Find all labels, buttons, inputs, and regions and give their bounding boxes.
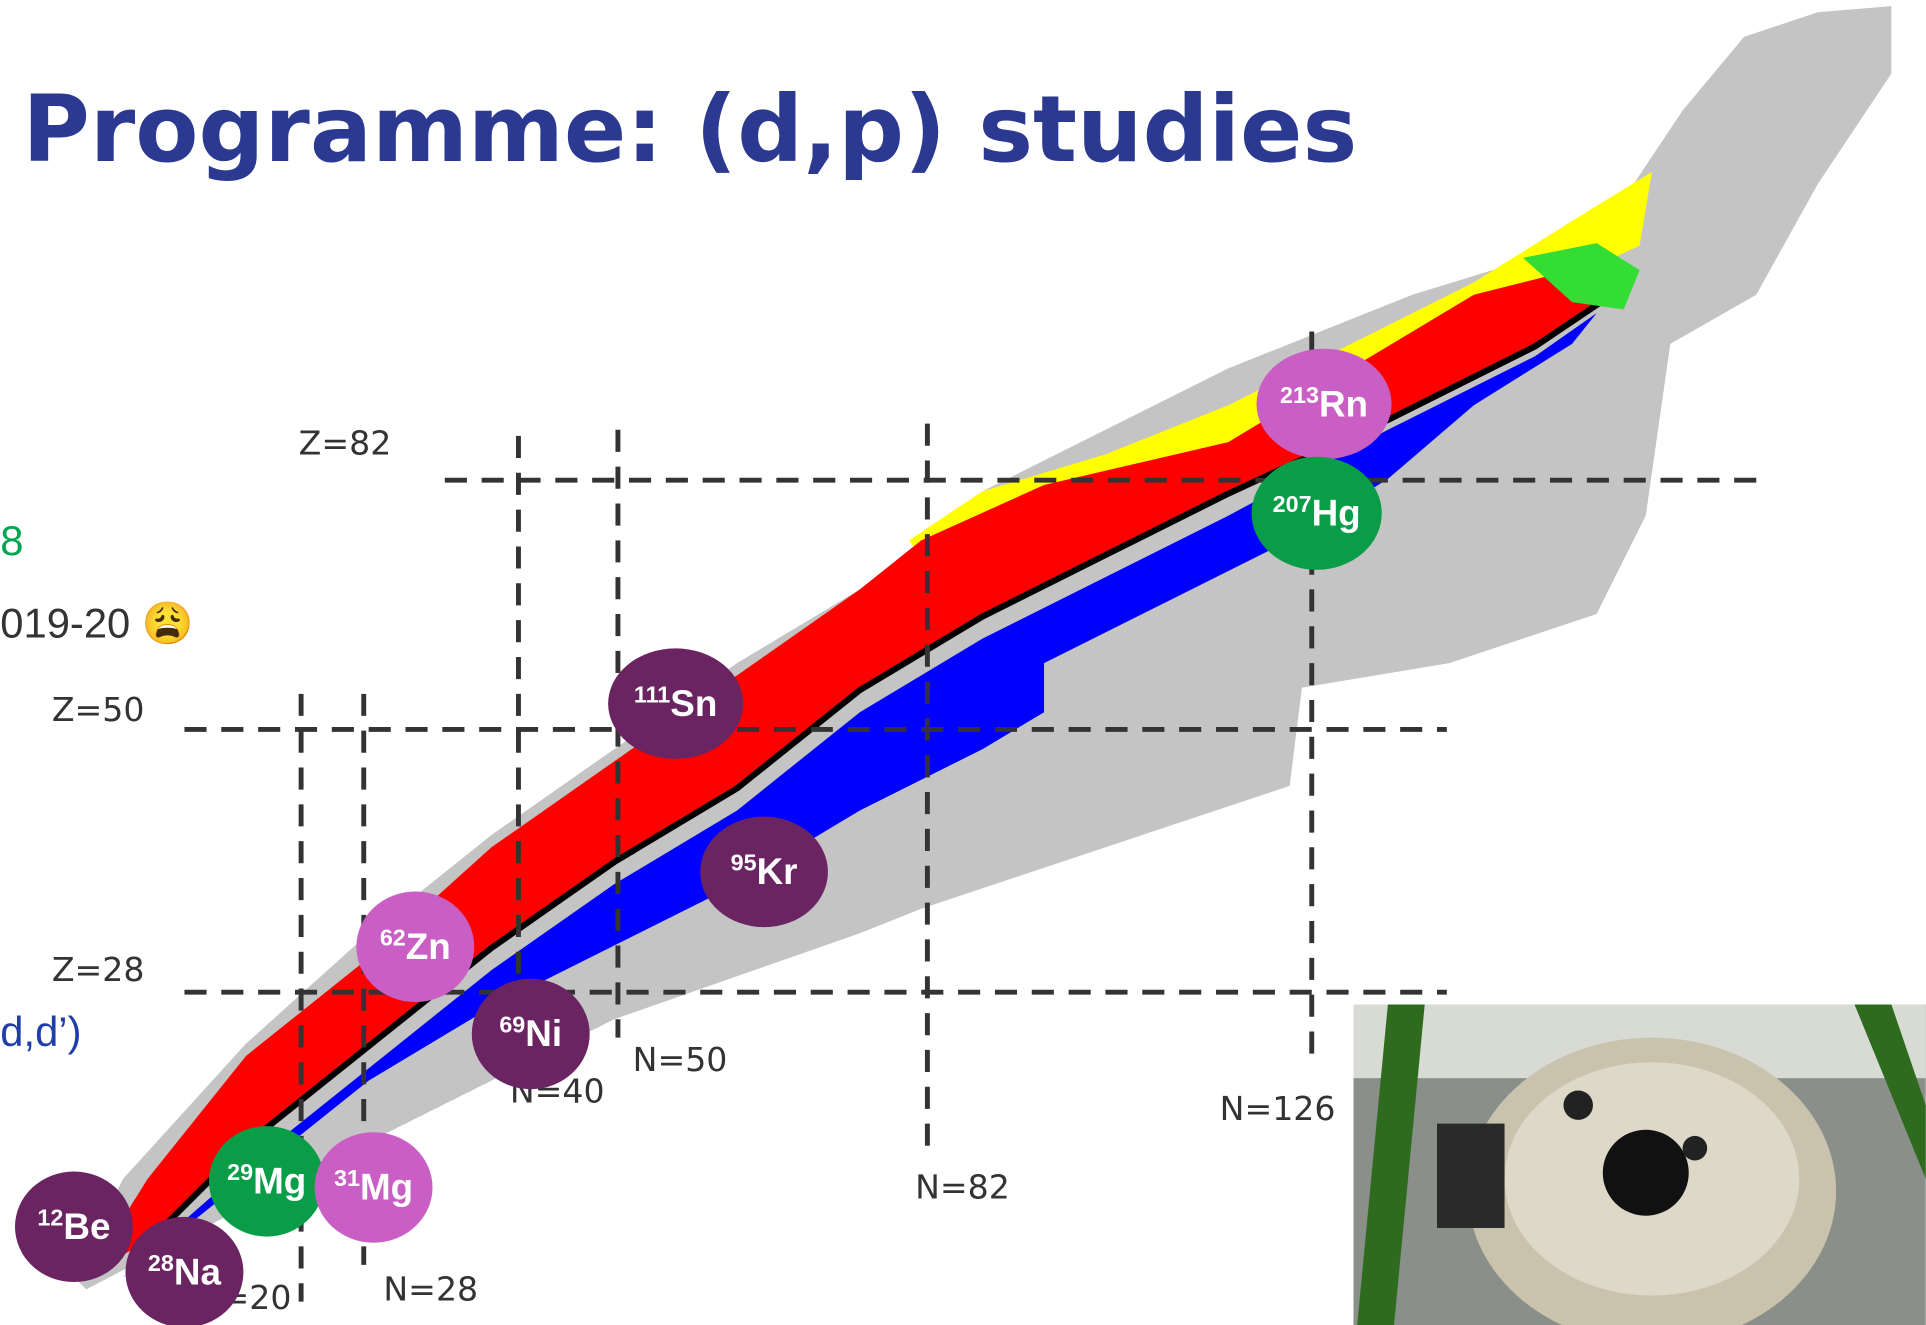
title: Programme: (d,p) studies [22, 76, 1357, 183]
side-text: 019-20 😩 [0, 599, 194, 646]
element-symbol: Na [174, 1251, 222, 1292]
nuclide-badge [608, 648, 744, 759]
nuclide: 95Kr [700, 816, 828, 928]
photo-port [1563, 1090, 1593, 1120]
nuclide: 207Hg [1251, 456, 1382, 570]
element-symbol: Mg [253, 1161, 306, 1202]
photo [1353, 1004, 1926, 1325]
element-symbol: Hg [1312, 493, 1361, 534]
mass-number: 12 [37, 1205, 63, 1231]
nuclide-label: 95Kr [731, 850, 798, 893]
magic-label: N=126 [1220, 1089, 1336, 1128]
nuclide-badge [1251, 456, 1382, 570]
nuclide-label: 207Hg [1273, 491, 1361, 534]
magic-label: Z=82 [299, 423, 392, 462]
mass-number: 28 [148, 1250, 174, 1276]
nuclide: 69Ni [471, 978, 590, 1090]
element-symbol: Rn [1319, 383, 1368, 424]
element-symbol: Kr [757, 851, 798, 892]
mass-number: 69 [499, 1012, 525, 1038]
nuclide-label: 28Na [148, 1250, 222, 1293]
nuclide-badge [471, 978, 590, 1090]
nuclide: 29Mg [209, 1126, 325, 1237]
red-region [86, 264, 1609, 1278]
photo-equipment [1437, 1123, 1505, 1228]
magic-label: N=28 [383, 1269, 478, 1308]
side-text: 8 [0, 517, 23, 564]
mass-number: 29 [227, 1159, 253, 1185]
mass-number: 62 [380, 925, 406, 951]
element-symbol: Zn [406, 926, 451, 967]
nuclide-badge [125, 1216, 244, 1325]
green-region [1522, 243, 1640, 310]
nuclide-badge [1256, 348, 1392, 460]
nuclide-label: 213Rn [1280, 382, 1368, 425]
nuclide: 12Be [14, 1171, 133, 1283]
mass-number: 111 [634, 681, 670, 707]
mass-number: 213 [1280, 382, 1319, 408]
element-symbol: Mg [360, 1167, 413, 1208]
magic-label: Z=50 [52, 690, 145, 729]
nuclide-badge [14, 1171, 133, 1283]
magic-label: N=50 [633, 1040, 728, 1079]
nuclide-badge [209, 1126, 325, 1237]
element-symbol: Ni [525, 1013, 562, 1054]
mass-number: 207 [1273, 491, 1312, 517]
nuclide-label: 69Ni [499, 1012, 562, 1055]
photo-beam [1357, 1004, 1425, 1325]
mass-number: 95 [731, 850, 757, 876]
photo-port [1682, 1135, 1708, 1161]
magic-label: N=82 [915, 1168, 1010, 1207]
nuclide-badge [314, 1132, 433, 1243]
mass-number: 31 [334, 1165, 360, 1191]
nuclide: 28Na [125, 1216, 244, 1325]
side-text: d,d’) [0, 1008, 81, 1055]
nuclide: 62Zn [356, 891, 475, 1003]
element-symbol: Be [63, 1206, 110, 1247]
nuclide-label: 62Zn [380, 925, 451, 968]
photo-port [1602, 1129, 1689, 1216]
nuclide: 213Rn [1256, 348, 1392, 460]
element-symbol: Sn [670, 683, 717, 724]
nuclide-label: 12Be [37, 1205, 110, 1248]
blue-region [123, 313, 1597, 1278]
nuclide: 111Sn [608, 648, 744, 759]
nuclide-label: 31Mg [334, 1165, 413, 1208]
magic-label: Z=28 [52, 950, 145, 989]
nuclide-label: 29Mg [227, 1159, 306, 1202]
nuclide: 31Mg [314, 1132, 433, 1243]
nuclide-badge [700, 816, 828, 928]
nuclide-label: 111Sn [634, 681, 717, 724]
nuclide-badge [356, 891, 475, 1003]
